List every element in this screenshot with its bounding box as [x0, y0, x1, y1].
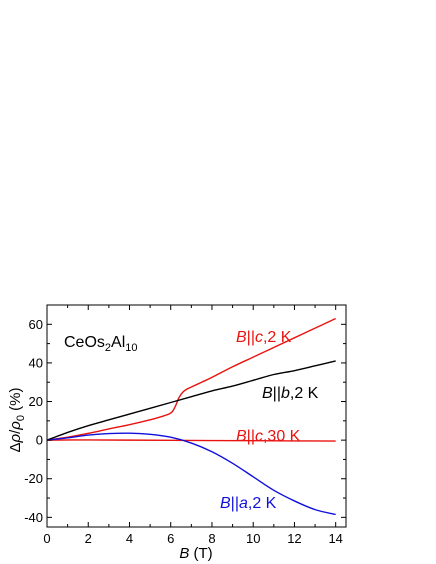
series-line-a-2k	[46, 432, 336, 516]
x-tick-label: 10	[246, 531, 260, 546]
series-label-c-30k: B||c,30 K	[236, 428, 301, 445]
x-tick-label: 2	[85, 531, 92, 546]
series-line-b-2k	[46, 360, 336, 441]
series-line-c-2k	[46, 317, 336, 441]
x-tick-label: 12	[287, 531, 301, 546]
series-label-a-2k: B||a,2 K	[220, 495, 277, 512]
series-label-b-2k: B||b,2 K	[262, 385, 319, 402]
x-tick-label: 6	[167, 531, 174, 546]
y-tick-label: -20	[24, 471, 43, 486]
x-tick-label: 8	[208, 531, 215, 546]
y-tick-label: -40	[24, 510, 43, 525]
series-layer	[46, 317, 336, 516]
y-tick-label: 20	[29, 394, 43, 409]
x-tick-label: 0	[43, 531, 50, 546]
y-tick-label: 60	[29, 317, 43, 332]
x-tick-label: 14	[328, 531, 342, 546]
y-tick-label: 0	[36, 433, 43, 448]
plot-frame	[46, 304, 347, 528]
x-axis-title: B (T)	[179, 545, 212, 562]
ticks-layer: 0 2 4 6 8 10 12 14 -40 -20 0 20 40 60	[24, 304, 346, 546]
y-tick-label: 40	[29, 355, 43, 370]
y-axis-title: Δρ/ρ0 (%)	[7, 387, 27, 452]
x-tick-label: 4	[126, 531, 133, 546]
compound-label: CeOs2Al10	[64, 334, 138, 354]
series-line-c-30k	[46, 439, 336, 442]
series-label-c-2k: B||c,2 K	[236, 329, 292, 346]
